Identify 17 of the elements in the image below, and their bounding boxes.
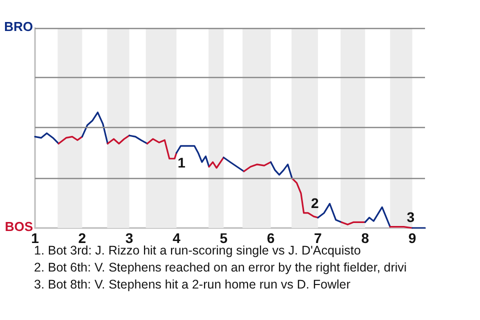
x-tick-label: 7 [314,230,322,246]
text: 2. Bot 6th: V. Stephens reached on an error by the right fielder, drivi [34,260,407,274]
x-tick-label: 3 [125,230,134,246]
x-tick-label: 2 [78,230,86,246]
annotation: 1 [178,154,186,171]
text: BOS [4,219,34,234]
text: BRO [4,19,33,34]
x-tick-label: 8 [361,230,370,246]
text: 1. Bot 3rd: J. Rizzo hit a run-scoring single vs J. D'Acquisto [34,244,361,258]
x-tick-label: 5 [220,230,228,246]
x-tick-label: 4 [172,230,181,246]
x-tick-label: 6 [266,230,275,246]
annotation: 3 [406,208,415,225]
annotation: 2 [311,194,320,211]
x-tick-label: 1 [31,230,40,246]
x-tick-label: 9 [408,230,416,246]
text: 3. Bot 8th: V. Stephens hit a 2-run home run vs D. Fowler [34,278,350,292]
